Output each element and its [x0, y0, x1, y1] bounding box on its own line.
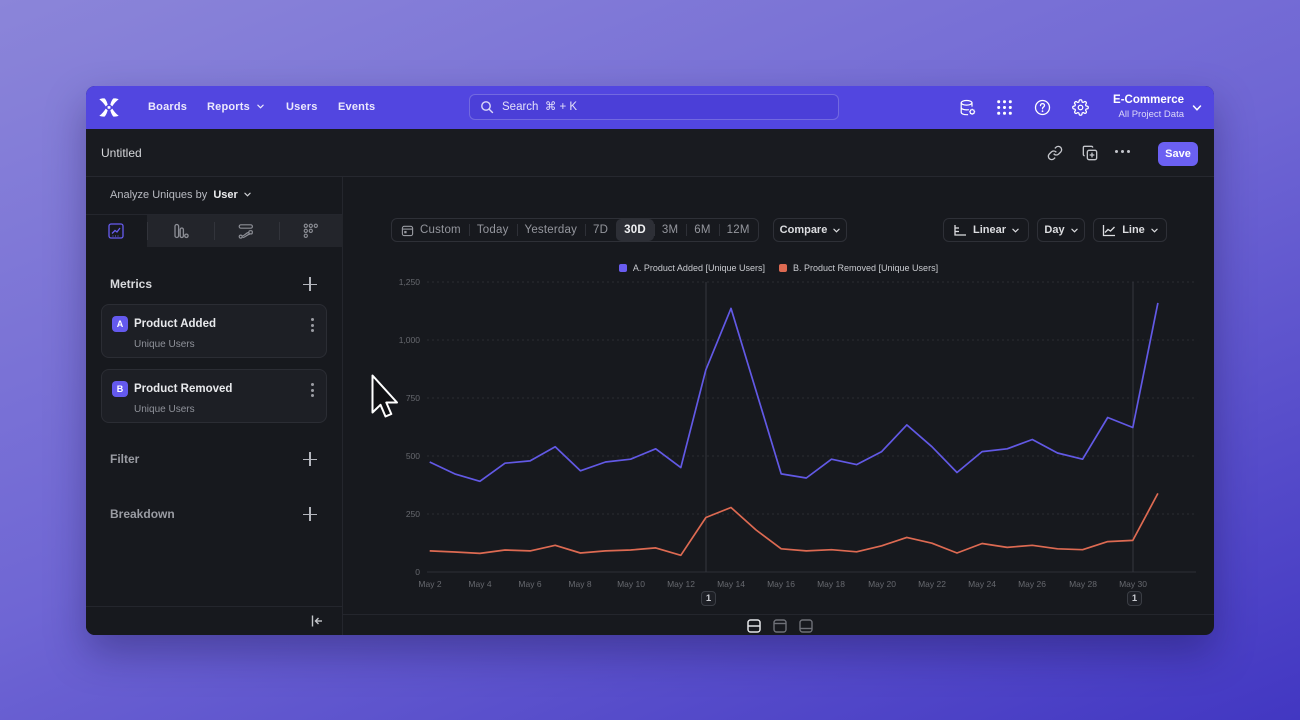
- svg-text:May 26: May 26: [1018, 579, 1046, 589]
- svg-text:750: 750: [406, 393, 420, 403]
- svg-text:May 8: May 8: [568, 579, 591, 589]
- svg-text:May 24: May 24: [968, 579, 996, 589]
- svg-text:May 28: May 28: [1069, 579, 1097, 589]
- svg-text:May 4: May 4: [468, 579, 491, 589]
- svg-text:May 22: May 22: [918, 579, 946, 589]
- svg-text:1,000: 1,000: [399, 335, 421, 345]
- svg-text:500: 500: [406, 451, 420, 461]
- svg-text:May 6: May 6: [518, 579, 541, 589]
- svg-text:May 12: May 12: [667, 579, 695, 589]
- svg-text:May 10: May 10: [617, 579, 645, 589]
- svg-text:1,250: 1,250: [399, 277, 421, 287]
- svg-text:0: 0: [415, 567, 420, 577]
- svg-text:May 2: May 2: [418, 579, 441, 589]
- svg-text:May 20: May 20: [868, 579, 896, 589]
- svg-text:May 30: May 30: [1119, 579, 1147, 589]
- svg-text:May 14: May 14: [717, 579, 745, 589]
- svg-text:250: 250: [406, 509, 420, 519]
- svg-text:May 18: May 18: [817, 579, 845, 589]
- svg-text:May 16: May 16: [767, 579, 795, 589]
